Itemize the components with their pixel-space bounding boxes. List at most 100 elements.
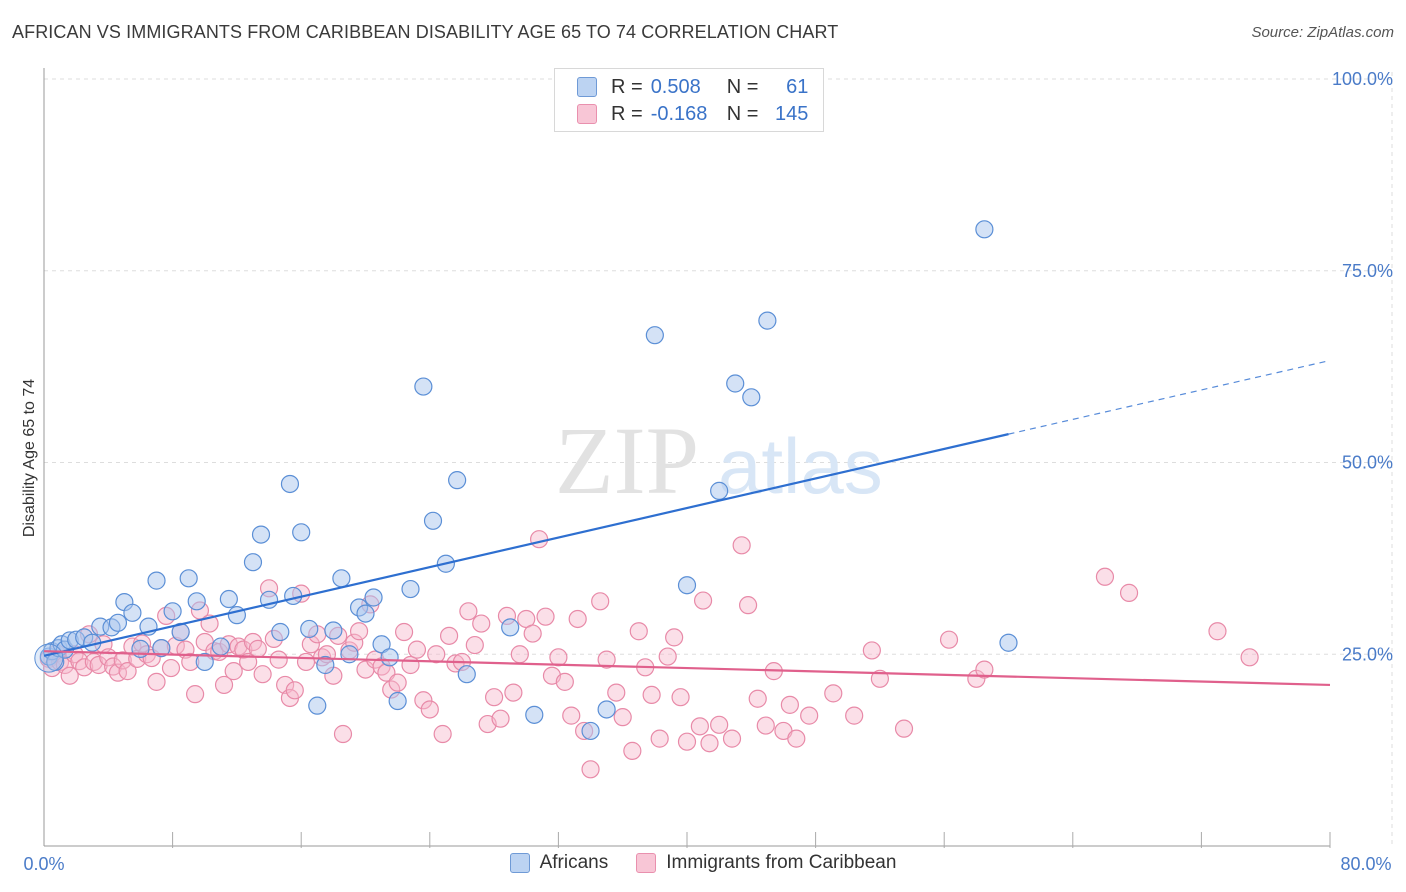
- legend-r-value: 0.508: [650, 75, 701, 98]
- point-caribbean: [333, 724, 353, 744]
- point-caribbean: [862, 641, 881, 660]
- y-tick-label: 75.0%: [1342, 261, 1393, 281]
- legend-n-label: N =: [726, 102, 759, 125]
- point-caribbean: [591, 592, 610, 611]
- point-caribbean: [439, 626, 459, 645]
- point-africans: [332, 569, 351, 588]
- point-africans: [108, 613, 128, 632]
- point-caribbean: [388, 673, 407, 692]
- point-caribbean: [530, 530, 549, 549]
- legend-row-africans: R = 0.508 N = 61: [577, 75, 808, 99]
- point-caribbean: [710, 715, 729, 734]
- point-africans: [414, 377, 433, 396]
- point-caribbean: [700, 734, 719, 753]
- point-caribbean: [549, 648, 568, 667]
- point-africans: [292, 523, 311, 542]
- point-africans: [251, 525, 271, 544]
- point-caribbean: [224, 662, 243, 681]
- point-caribbean: [420, 700, 439, 719]
- point-africans: [211, 637, 230, 656]
- legend-r-label: R =: [611, 102, 643, 125]
- point-caribbean: [253, 665, 272, 684]
- point-caribbean: [433, 724, 452, 744]
- point-africans: [581, 721, 600, 741]
- series-africans-points: [34, 220, 1018, 741]
- point-africans: [219, 589, 238, 609]
- point-africans: [726, 374, 745, 393]
- legend-swatch-africans: [577, 77, 597, 97]
- point-caribbean: [89, 655, 108, 675]
- point-caribbean: [285, 681, 304, 700]
- point-caribbean: [555, 672, 574, 691]
- point-africans: [123, 603, 142, 622]
- point-caribbean: [113, 651, 132, 670]
- chart-title: AFRICAN VS IMMIGRANTS FROM CARIBBEAN DIS…: [12, 22, 839, 42]
- trend-lines: [43, 359, 1331, 687]
- legend-n-value: 61: [786, 75, 809, 98]
- trend-line-caribbean: [43, 650, 1331, 687]
- legend-swatch-caribbean: [577, 104, 597, 124]
- point-africans-cluster: [34, 643, 64, 673]
- point-caribbean: [562, 706, 581, 725]
- point-africans: [195, 652, 214, 672]
- point-africans: [152, 639, 171, 658]
- gridlines: [44, 72, 1393, 846]
- point-caribbean: [472, 614, 491, 633]
- point-caribbean: [427, 645, 446, 664]
- point-caribbean: [1240, 648, 1259, 667]
- bottom-legend-label-caribbean: Immigrants from Caribbean: [666, 852, 897, 873]
- point-caribbean: [104, 657, 123, 676]
- point-africans: [316, 655, 335, 675]
- point-caribbean: [523, 624, 542, 643]
- point-caribbean: [939, 630, 959, 649]
- point-caribbean: [870, 669, 890, 688]
- point-caribbean: [75, 658, 94, 677]
- point-africans: [300, 619, 319, 639]
- point-caribbean: [650, 729, 669, 748]
- point-africans: [457, 665, 476, 684]
- bottom-legend: Africans Immigrants from Caribbean: [0, 852, 1406, 874]
- bottom-legend-swatch-caribbean: [636, 853, 657, 873]
- point-caribbean: [414, 691, 433, 710]
- point-africans: [187, 592, 206, 611]
- point-africans: [308, 696, 327, 715]
- point-caribbean: [401, 655, 420, 675]
- point-caribbean: [248, 639, 267, 658]
- point-caribbean: [459, 602, 478, 621]
- watermark-zip: ZIP: [555, 407, 699, 514]
- point-africans: [372, 635, 391, 654]
- point-caribbean: [732, 536, 751, 555]
- point-caribbean: [677, 732, 697, 751]
- point-africans: [975, 220, 994, 239]
- bottom-legend-label-africans: Africans: [539, 852, 609, 873]
- x-tick-label-min: 0.0%: [23, 854, 64, 874]
- point-caribbean: [118, 662, 137, 681]
- point-africans: [271, 622, 290, 642]
- trend-line-africans-extrapolated: [1008, 359, 1331, 435]
- watermark: ZIP atlas: [555, 407, 883, 514]
- point-caribbean: [748, 689, 767, 708]
- point-africans: [324, 621, 343, 640]
- source-label: Source: ZipAtlas.com: [1251, 24, 1394, 41]
- point-africans: [280, 474, 300, 494]
- bottom-legend-caribbean: Immigrants from Caribbean: [636, 852, 896, 874]
- point-caribbean: [504, 683, 523, 702]
- point-caribbean: [690, 717, 709, 736]
- point-caribbean: [1095, 567, 1115, 586]
- point-caribbean: [1119, 583, 1139, 602]
- axes: [43, 68, 1331, 848]
- point-africans: [758, 311, 777, 330]
- point-africans: [710, 481, 729, 500]
- point-caribbean: [186, 685, 205, 704]
- point-caribbean: [623, 741, 642, 760]
- point-caribbean: [568, 609, 587, 629]
- point-caribbean: [671, 688, 690, 707]
- point-caribbean: [629, 622, 648, 641]
- point-africans: [364, 588, 383, 607]
- point-africans: [742, 388, 761, 407]
- point-africans: [380, 648, 399, 667]
- y-tick-label: 25.0%: [1342, 644, 1393, 664]
- point-caribbean: [607, 683, 626, 702]
- point-caribbean: [800, 706, 819, 725]
- point-caribbean: [845, 706, 864, 725]
